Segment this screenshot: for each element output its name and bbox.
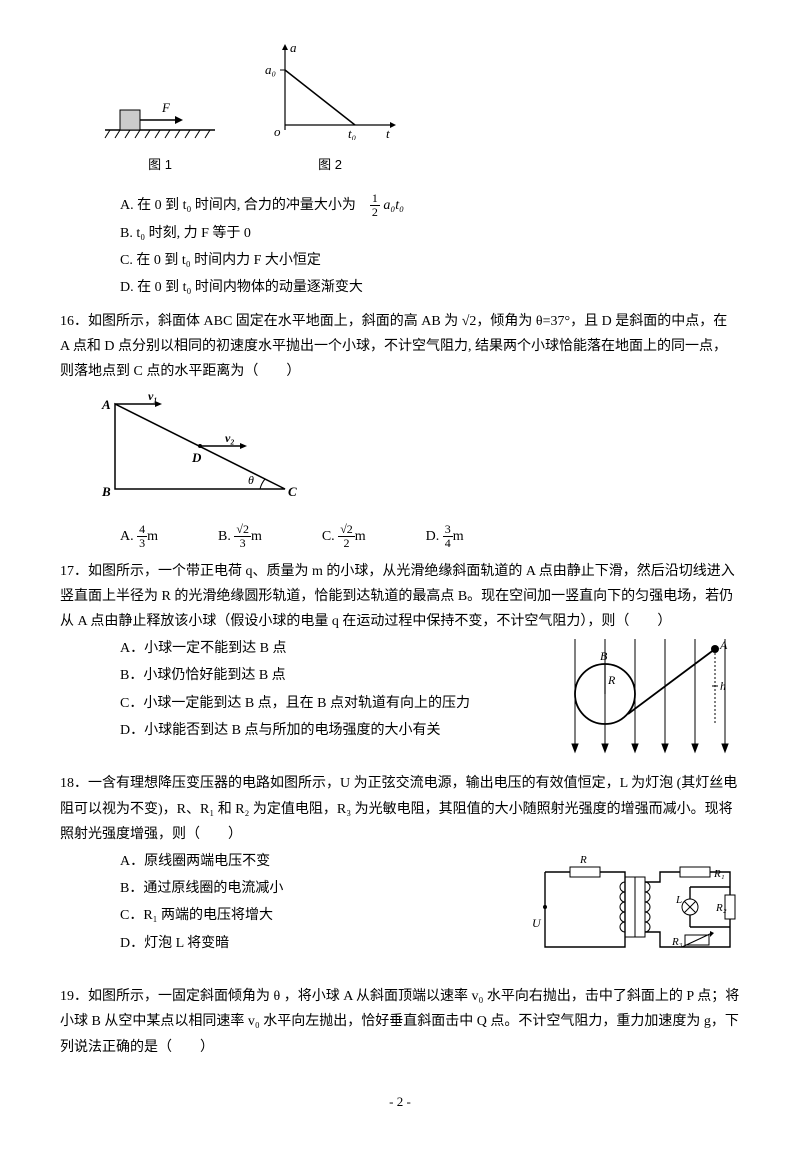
- figure-2-caption: 图 2: [260, 153, 400, 176]
- q16-label-D: D: [191, 450, 202, 465]
- label-t0: t₀: [348, 126, 356, 140]
- q16-label-v1: v₁: [148, 394, 158, 403]
- q18-svg: R U R₁ L R₂: [530, 847, 740, 967]
- q18-label-R1: R₁: [713, 868, 725, 880]
- q17-svg: B R A h: [560, 634, 740, 754]
- q17-label-B: B: [600, 649, 608, 663]
- q18-label-U: U: [532, 916, 542, 930]
- label-a: a: [290, 40, 297, 55]
- q16-label-C: C: [288, 484, 297, 499]
- label-o: o: [274, 124, 281, 139]
- label-t: t: [386, 126, 390, 140]
- q16: 16．如图所示，斜面体 ABC 固定在水平地面上，斜面的高 AB 为 √2，倾角…: [60, 309, 740, 551]
- q16-options: A. 43m B. √23m C. √22m D. 34m: [120, 523, 740, 550]
- q17-stem: 17．如图所示，一个带正电荷 q、质量为 m 的小球，从光滑绝缘斜面轨道的 A …: [60, 559, 740, 635]
- label-a0: a₀: [265, 62, 276, 77]
- q16-stem: 16．如图所示，斜面体 ABC 固定在水平地面上，斜面的高 AB 为 √2，倾角…: [60, 309, 740, 385]
- figure-2-svg: a a₀ o t₀ t: [260, 40, 400, 140]
- q16-label-v2: v₂: [225, 431, 235, 445]
- q16-label-A: A: [101, 397, 111, 412]
- q16-option-d: D. 34m: [426, 523, 464, 550]
- q18-stem: 18．一含有理想降压变压器的电路如图所示，U 为正弦交流电源，输出电压的有效值恒…: [60, 771, 740, 847]
- q18-diagram: R U R₁ L R₂: [530, 847, 740, 976]
- q16-option-c: C. √22m: [322, 523, 366, 550]
- q16-svg: A B C D v₁ v₂ θ: [100, 394, 300, 504]
- q15-option-a: A. 在 0 到 t₀ 时间内, 合力的冲量大小为 12 a₀t₀: [120, 192, 740, 219]
- q16-option-a: A. 43m: [120, 523, 158, 550]
- q15-optA-text: A. 在 0 到 t₀ 时间内, 合力的冲量大小为: [120, 197, 356, 212]
- q17-label-R: R: [607, 673, 616, 687]
- q18-label-R2: R₂: [715, 902, 727, 914]
- q16-label-theta: θ: [248, 473, 254, 487]
- figure-1-caption: 图 1: [100, 153, 220, 176]
- q15-optA-formula-frac: 12: [370, 192, 380, 219]
- q17-label-A: A: [719, 638, 728, 652]
- q18-label-R: R: [579, 854, 587, 866]
- q19-stem: 19．如图所示，一固定斜面倾角为 θ ，将小球 A 从斜面顶端以速率 v₀ 水平…: [60, 984, 740, 1060]
- q19: 19．如图所示，一固定斜面倾角为 θ ，将小球 A 从斜面顶端以速率 v₀ 水平…: [60, 984, 740, 1060]
- label-F: F: [161, 100, 171, 115]
- q16-label-B: B: [101, 484, 111, 499]
- q17-label-h: h: [720, 679, 726, 693]
- q17-diagram: B R A h: [560, 634, 740, 763]
- figures-row: F 图 1 a a₀ o t₀ t 图 2: [100, 40, 740, 177]
- q18-label-R3: R₃: [671, 936, 683, 948]
- figure-1: F 图 1: [100, 90, 220, 177]
- q17: 17．如图所示，一个带正电荷 q、质量为 m 的小球，从光滑绝缘斜面轨道的 A …: [60, 559, 740, 764]
- q15-option-b: B. t₀ 时刻, 力 F 等于 0: [120, 221, 740, 246]
- q18: 18．一含有理想降压变压器的电路如图所示，U 为正弦交流电源，输出电压的有效值恒…: [60, 771, 740, 976]
- figure-2: a a₀ o t₀ t 图 2: [260, 40, 400, 177]
- q15-option-d: D. 在 0 到 t₀ 时间内物体的动量逐渐变大: [120, 275, 740, 300]
- page-number: - 2 -: [60, 1090, 740, 1113]
- q15-options: A. 在 0 到 t₀ 时间内, 合力的冲量大小为 12 a₀t₀ B. t₀ …: [120, 192, 740, 301]
- q18-label-L: L: [675, 894, 682, 906]
- q16-diagram: A B C D v₁ v₂ θ: [100, 394, 740, 513]
- q15-option-c: C. 在 0 到 t₀ 时间内力 F 大小恒定: [120, 248, 740, 273]
- q16-option-b: B. √23m: [218, 523, 262, 550]
- figure-1-svg: F: [100, 90, 220, 140]
